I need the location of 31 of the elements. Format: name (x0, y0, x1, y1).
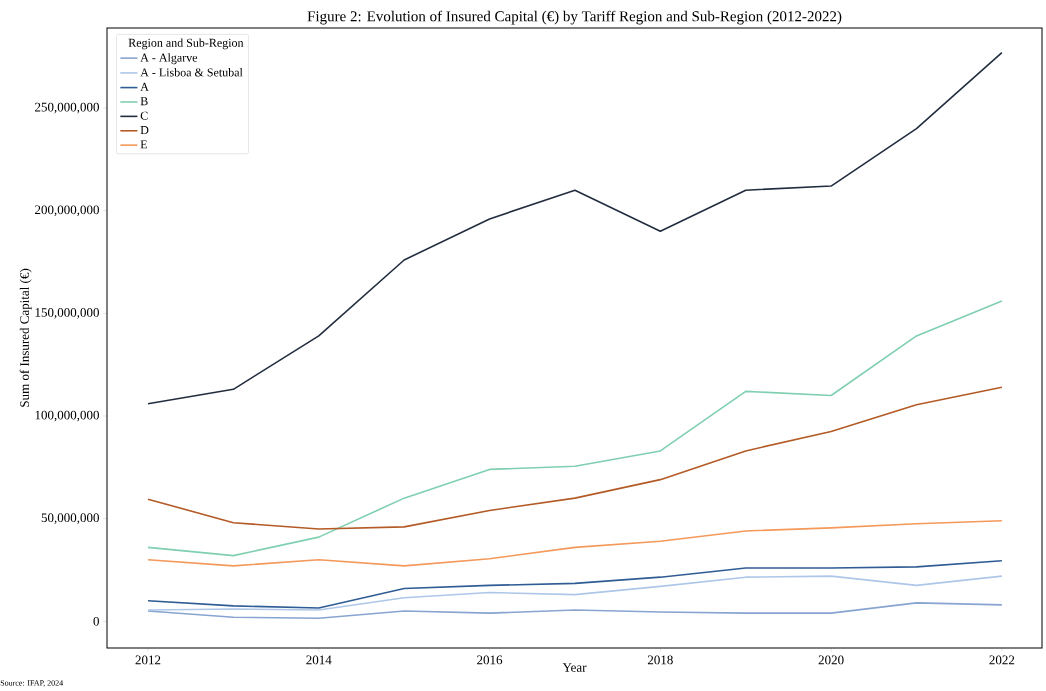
x-axis-title: Year (562, 663, 587, 672)
x-tick-label: 2022 (989, 655, 1015, 665)
x-tick-label: 2018 (647, 655, 673, 665)
chart-title: Figure 2: Evolution of Insured Capital (€) by Tariff Region and Sub-Region (2012-2022) (307, 10, 842, 25)
x-tick-label: 2016 (477, 655, 503, 665)
x-tick-label: 2014 (306, 655, 332, 665)
legend-title: Region and Sub-Region (128, 38, 244, 50)
line-series (147, 300, 1003, 557)
legend-label: D (140, 126, 149, 134)
legend-label: E (140, 140, 147, 149)
y-axis-title: Sum of Insured Capital (€) (19, 268, 32, 407)
line-series (147, 602, 1003, 620)
line-series (147, 575, 1003, 611)
line-series (147, 386, 1003, 530)
y-tick-label: 200,000,000 (35, 205, 99, 217)
x-tick-label: 2020 (818, 655, 844, 665)
y-tick-label: 250,000,000 (35, 102, 99, 114)
legend-label: A (140, 82, 149, 91)
legend-label: A - Algarve (140, 53, 198, 65)
y-tick-label: 100,000,000 (35, 410, 99, 422)
y-tick-label: 0 (93, 616, 99, 626)
line-series (147, 519, 1003, 567)
legend-label: C (140, 111, 148, 120)
x-tick-label: 2012 (135, 655, 161, 665)
y-tick-label: 150,000,000 (35, 308, 99, 319)
source-note: Source: IFAP, 2024 (0, 680, 64, 687)
line-series (147, 559, 1003, 609)
legend-label: A - Lisboa & Setubal (140, 68, 243, 77)
y-tick-label: 50,000,000 (41, 513, 99, 524)
legend-label: B (140, 97, 148, 106)
line-series (147, 51, 1003, 405)
